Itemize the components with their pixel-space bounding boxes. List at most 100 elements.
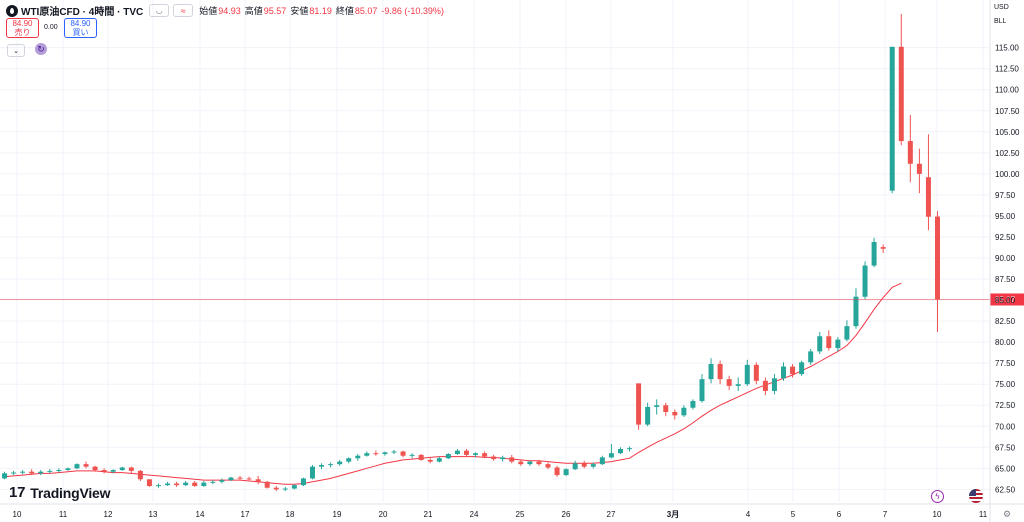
candle-body: [346, 458, 352, 462]
gear-icon[interactable]: ⚙: [1003, 509, 1012, 519]
time-tick-label: 17: [241, 510, 250, 519]
candle-body: [473, 453, 479, 455]
time-tick-label: 6: [837, 510, 842, 519]
buy-price: 84.90: [70, 19, 91, 28]
candle-body: [672, 411, 678, 416]
candle-body: [527, 461, 533, 465]
symbol-title[interactable]: WTI原油CFD · 4時間 · TVC: [21, 7, 144, 18]
candle: [608, 443, 614, 459]
candle: [844, 320, 850, 342]
us-flag-icon[interactable]: [969, 489, 983, 503]
candle: [790, 364, 796, 378]
last-price-line-layer: 85.07: [0, 293, 1024, 306]
candle: [708, 358, 714, 384]
candle: [146, 479, 152, 487]
candle-body: [889, 46, 895, 191]
candle-body: [717, 364, 723, 380]
candle: [473, 452, 479, 458]
candle: [617, 447, 623, 455]
candle-body: [790, 366, 796, 375]
price-tick-label: 85.00: [995, 296, 1016, 305]
candle: [889, 46, 895, 194]
price-tick-label: 77.50: [995, 359, 1016, 368]
price-tick-label: 62.50: [995, 485, 1016, 494]
time-tick-label: 3月: [667, 510, 679, 519]
candle-body: [753, 364, 759, 381]
candle: [871, 237, 877, 268]
candle: [165, 481, 171, 487]
candle: [364, 451, 370, 457]
time-tick-label: 5: [791, 510, 796, 519]
candlestick-series: [2, 14, 940, 492]
time-tick-label: 18: [286, 510, 295, 519]
collapse-legend-button[interactable]: ⌄: [7, 44, 25, 57]
last-price-label: 85.07: [995, 295, 1016, 304]
candle: [563, 468, 569, 476]
refresh-icon[interactable]: ↻: [35, 43, 47, 55]
time-tick-label: 11: [979, 510, 988, 519]
candle: [246, 476, 252, 481]
candle: [255, 475, 261, 485]
close-value: 85.07: [354, 5, 378, 16]
price-tick-label: 72.50: [995, 401, 1016, 410]
candle-body: [617, 448, 623, 454]
candle-body: [128, 467, 134, 471]
candle: [681, 405, 687, 418]
candle: [916, 148, 922, 194]
price-tick-label: 107.50: [995, 107, 1020, 116]
buy-label: 買い: [72, 28, 89, 37]
candle-body: [608, 453, 614, 458]
candle-body: [219, 480, 225, 482]
unit-label[interactable]: BLL: [994, 18, 1007, 25]
open-label: 始値: [199, 6, 218, 16]
time-axis: 10 11 12 13 14 17 18 19 20 21 24 25 26 27 3月 4 5 6 7 10 11: [0, 503, 1024, 519]
candle-body: [337, 461, 343, 465]
eye-icon[interactable]: ◡: [149, 4, 170, 17]
candle: [454, 448, 460, 455]
candle-body: [319, 464, 325, 467]
candle: [527, 460, 533, 466]
candle-body: [47, 470, 53, 472]
candle-body: [183, 482, 189, 486]
candle: [319, 463, 325, 470]
candle-body: [373, 453, 379, 455]
candle: [436, 456, 442, 463]
candle: [237, 475, 243, 481]
sell-button[interactable]: 84.90 売り: [6, 18, 39, 38]
candle: [826, 330, 832, 351]
candle-body: [862, 265, 868, 297]
sell-price: 84.90: [12, 19, 33, 28]
candle: [581, 460, 587, 469]
candle: [110, 469, 116, 474]
candle-body: [554, 467, 560, 476]
buy-button[interactable]: 84.90 買い: [64, 18, 97, 38]
candle: [753, 362, 759, 385]
candle: [482, 451, 488, 459]
time-tick-label: 12: [104, 510, 113, 519]
candle-body: [228, 477, 234, 481]
candle-body: [328, 464, 334, 466]
candle-body: [781, 366, 787, 379]
candle-body: [201, 482, 207, 487]
lightning-icon[interactable]: ϟ: [931, 490, 944, 503]
wave-icon[interactable]: ≈: [173, 4, 194, 17]
tradingview-logo[interactable]: 17 TradingView: [9, 484, 111, 501]
candle-body: [165, 483, 171, 486]
sell-label: 売り: [14, 28, 31, 37]
candle-body: [799, 362, 805, 375]
candle-body: [545, 464, 551, 468]
candle-body: [871, 242, 877, 266]
candle-body: [364, 453, 370, 456]
candle: [418, 454, 424, 461]
candle: [509, 454, 515, 464]
candle: [518, 459, 524, 466]
time-tick-label: 24: [470, 510, 479, 519]
candle-body: [536, 461, 542, 465]
candle: [599, 455, 605, 465]
candle: [273, 486, 279, 492]
candle-body: [409, 454, 415, 456]
currency-label[interactable]: USD: [994, 4, 1009, 11]
candle: [65, 467, 71, 471]
candle-body: [744, 364, 750, 385]
